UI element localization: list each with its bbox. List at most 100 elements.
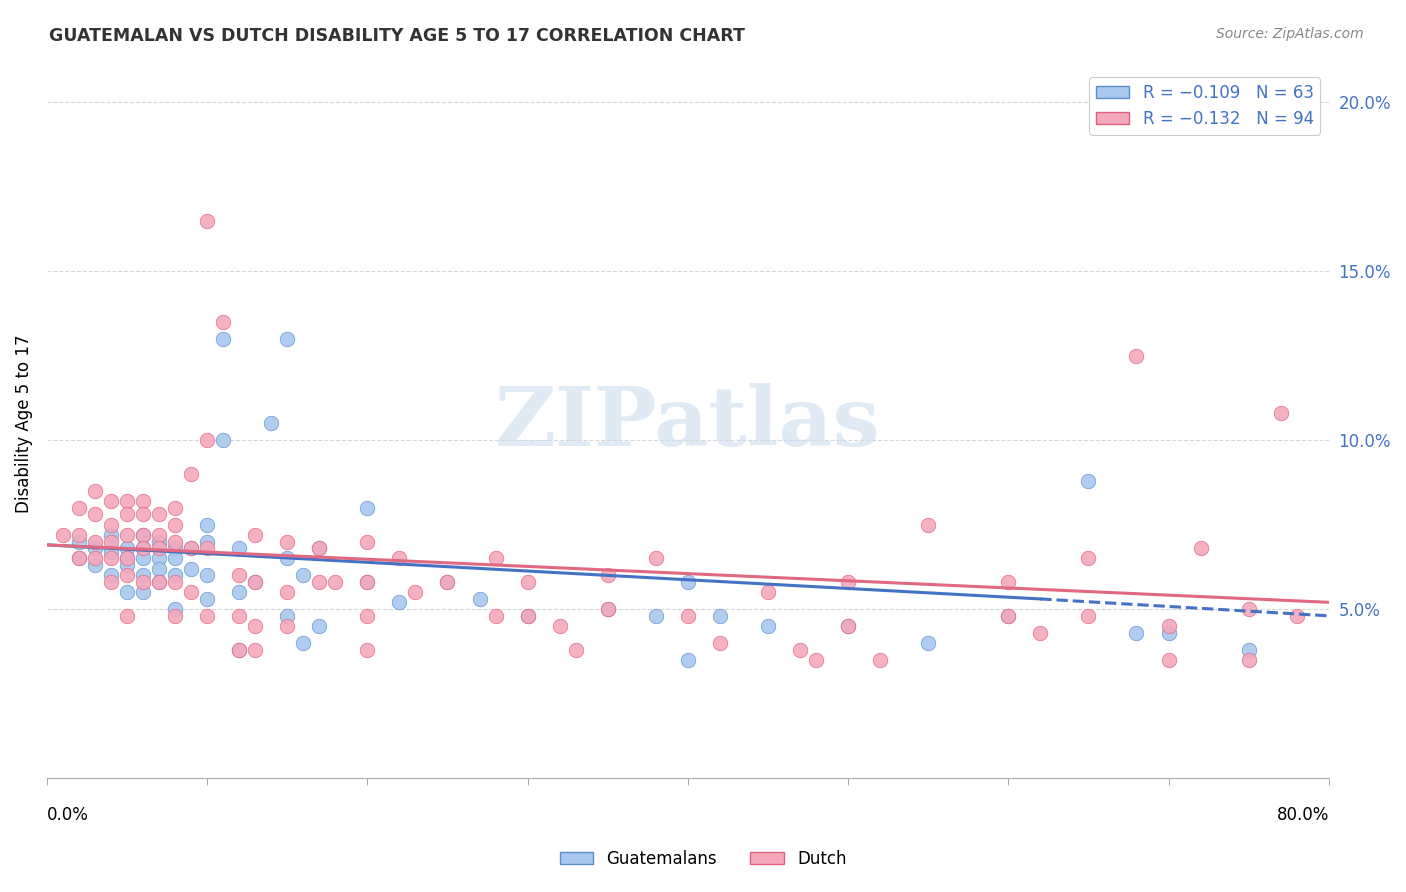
Point [132, 585, 155, 599]
Point [484, 608, 506, 623]
Point [100, 527, 122, 541]
Point [308, 575, 330, 590]
Point [165, 500, 187, 515]
Point [388, 551, 411, 566]
Point [212, 315, 235, 329]
Point [132, 575, 155, 590]
Point [1157, 619, 1180, 633]
Point [212, 433, 235, 447]
Point [148, 527, 170, 541]
Point [100, 517, 122, 532]
Point [548, 619, 571, 633]
Point [84, 483, 107, 498]
Point [1125, 625, 1147, 640]
Point [84, 541, 107, 556]
Point [837, 619, 859, 633]
Text: 80.0%: 80.0% [1277, 806, 1329, 824]
Point [356, 534, 378, 549]
Point [67, 551, 90, 566]
Point [195, 517, 218, 532]
Point [195, 608, 218, 623]
Point [132, 541, 155, 556]
Point [1237, 653, 1260, 667]
Point [195, 534, 218, 549]
Point [100, 575, 122, 590]
Point [804, 653, 827, 667]
Text: ZIPatlas: ZIPatlas [495, 384, 880, 463]
Point [165, 575, 187, 590]
Point [676, 653, 699, 667]
Point [132, 508, 155, 522]
Point [180, 467, 202, 481]
Point [276, 551, 298, 566]
Point [1237, 642, 1260, 657]
Point [195, 591, 218, 606]
Point [132, 527, 155, 541]
Point [165, 541, 187, 556]
Point [84, 534, 107, 549]
Point [388, 595, 411, 609]
Point [148, 575, 170, 590]
Point [1157, 625, 1180, 640]
Point [997, 608, 1019, 623]
Point [84, 508, 107, 522]
Point [148, 551, 170, 566]
Point [148, 575, 170, 590]
Point [115, 585, 138, 599]
Point [596, 602, 619, 616]
Point [276, 332, 298, 346]
Point [308, 619, 330, 633]
Point [709, 636, 731, 650]
Point [1029, 625, 1052, 640]
Point [245, 642, 267, 657]
Point [789, 642, 811, 657]
Point [180, 561, 202, 575]
Point [180, 541, 202, 556]
Point [165, 534, 187, 549]
Point [676, 575, 699, 590]
Point [84, 551, 107, 566]
Point [1189, 541, 1212, 556]
Point [100, 494, 122, 508]
Point [1077, 608, 1099, 623]
Point [356, 500, 378, 515]
Point [148, 561, 170, 575]
Point [115, 508, 138, 522]
Text: Source: ZipAtlas.com: Source: ZipAtlas.com [1216, 27, 1364, 41]
Point [1077, 551, 1099, 566]
Point [115, 551, 138, 566]
Point [180, 541, 202, 556]
Point [115, 494, 138, 508]
Point [564, 642, 586, 657]
Point [148, 541, 170, 556]
Point [869, 653, 891, 667]
Point [67, 534, 90, 549]
Legend: R = −0.109   N = 63, R = −0.132   N = 94: R = −0.109 N = 63, R = −0.132 N = 94 [1090, 77, 1320, 135]
Point [115, 608, 138, 623]
Point [997, 608, 1019, 623]
Point [132, 541, 155, 556]
Point [356, 575, 378, 590]
Point [148, 508, 170, 522]
Point [115, 551, 138, 566]
Point [245, 575, 267, 590]
Point [292, 568, 315, 582]
Point [1077, 474, 1099, 488]
Point [276, 619, 298, 633]
Point [115, 527, 138, 541]
Point [228, 541, 250, 556]
Point [276, 534, 298, 549]
Point [596, 602, 619, 616]
Point [484, 551, 506, 566]
Point [1285, 608, 1308, 623]
Point [756, 585, 779, 599]
Point [436, 575, 458, 590]
Point [148, 534, 170, 549]
Point [516, 608, 538, 623]
Point [837, 575, 859, 590]
Point [917, 517, 939, 532]
Point [245, 619, 267, 633]
Point [516, 608, 538, 623]
Point [837, 619, 859, 633]
Point [917, 636, 939, 650]
